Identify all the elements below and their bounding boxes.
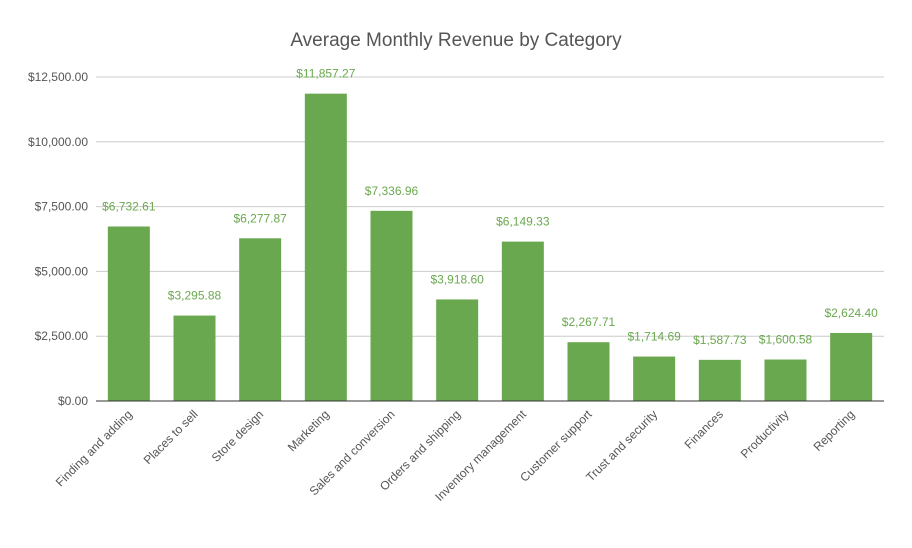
data-label: $3,295.88 — [168, 289, 222, 303]
bar — [830, 332, 873, 401]
x-tick-label: Marketing — [285, 407, 332, 454]
bar — [698, 359, 741, 401]
data-label: $6,277.87 — [233, 211, 287, 225]
x-tick-label: Finances — [682, 407, 726, 451]
bar — [436, 299, 479, 401]
bar — [304, 93, 347, 402]
x-axis-tick-labels: Finding and adding Places to sell Store de… — [53, 407, 857, 504]
bar — [239, 238, 282, 401]
data-label: $2,267.71 — [562, 315, 616, 329]
y-tick-label: $10,000.00 — [28, 135, 88, 149]
data-label: $11,857.27 — [296, 67, 355, 81]
bar — [501, 241, 544, 401]
x-tick-label: Reporting — [811, 407, 858, 454]
x-tick-label: Finding and adding — [53, 407, 135, 489]
x-tick-label: Trust and security — [583, 407, 660, 484]
bars — [107, 93, 873, 402]
data-label: $1,714.69 — [627, 330, 681, 344]
y-axis-tick-labels: $0.00 $2,500.00 $5,000.00 $7,500.00 $10,000.… — [28, 70, 88, 408]
data-label: $6,732.61 — [102, 199, 156, 213]
bar — [567, 342, 610, 401]
chart-title: Average Monthly Revenue by Category — [290, 30, 622, 51]
x-tick-label: Store design — [209, 407, 267, 465]
bar — [764, 359, 807, 401]
bar — [173, 315, 216, 401]
data-labels: $6,732.61 $3,295.88 $6,277.87 $11,857.27 $7,… — [102, 67, 878, 347]
data-label: $6,149.33 — [496, 215, 550, 229]
bar — [633, 356, 676, 401]
data-label: $1,600.58 — [759, 333, 813, 347]
gridlines — [96, 76, 884, 337]
y-tick-label: $0.00 — [58, 394, 88, 408]
y-tick-label: $2,500.00 — [35, 329, 89, 343]
y-tick-label: $7,500.00 — [35, 200, 89, 214]
bar — [107, 226, 150, 401]
bar — [370, 210, 413, 401]
data-label: $3,918.60 — [430, 272, 484, 286]
y-tick-label: $5,000.00 — [35, 264, 89, 278]
y-tick-label: $12,500.00 — [28, 70, 88, 84]
data-label: $7,336.96 — [365, 184, 419, 198]
x-tick-label: Productivity — [738, 407, 792, 461]
data-label: $2,624.40 — [824, 306, 878, 320]
x-tick-label: Places to sell — [141, 407, 201, 467]
data-label: $1,587.73 — [693, 333, 747, 347]
